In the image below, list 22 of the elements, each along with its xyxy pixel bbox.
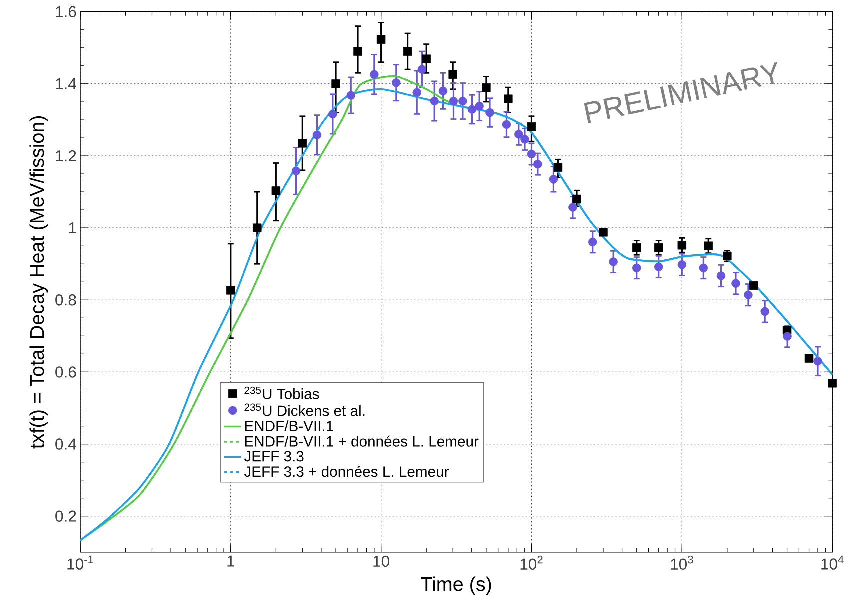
y-tick-label: 1.6 xyxy=(56,6,76,18)
legend-label: JEFF 3.3 + données L. Lemeur xyxy=(244,466,450,478)
y-tick-label: 0.2 xyxy=(56,510,76,522)
legend-label: $^{235}$U Dickens et al. xyxy=(244,404,365,416)
y-tick-label: 1.4 xyxy=(56,78,77,90)
legend-label: JEFF 3.3 xyxy=(244,451,304,462)
x-axis-title: Time (s) xyxy=(421,576,492,596)
y-tick-label: 1 xyxy=(69,222,76,234)
x-tick-label: 10$^{-1}$ xyxy=(68,556,94,570)
x-tick-label: 1 xyxy=(228,556,235,567)
legend-label: $^{235}$U Tobias xyxy=(244,386,320,400)
legend-label: ENDF/B-VII.1 xyxy=(245,420,334,432)
x-tick-label: 10$^{3}$ xyxy=(671,556,694,570)
y-tick-label: 0.8 xyxy=(56,294,76,306)
x-tick-label: 10 xyxy=(374,556,390,568)
x-tick-label: 10$^{2}$ xyxy=(520,556,543,570)
legend-label: ENDF/B-VII.1 + données L. Lemeur xyxy=(245,436,479,447)
y-tick-label: 1.2 xyxy=(56,150,76,162)
y-axis-title: txf(t) = Total Decay Heat (MeV/fission) xyxy=(30,116,48,449)
x-tick-label: 10$^{4}$ xyxy=(822,556,844,570)
y-tick-label: 0.6 xyxy=(56,366,76,378)
y-tick-label: 0.4 xyxy=(56,438,77,450)
